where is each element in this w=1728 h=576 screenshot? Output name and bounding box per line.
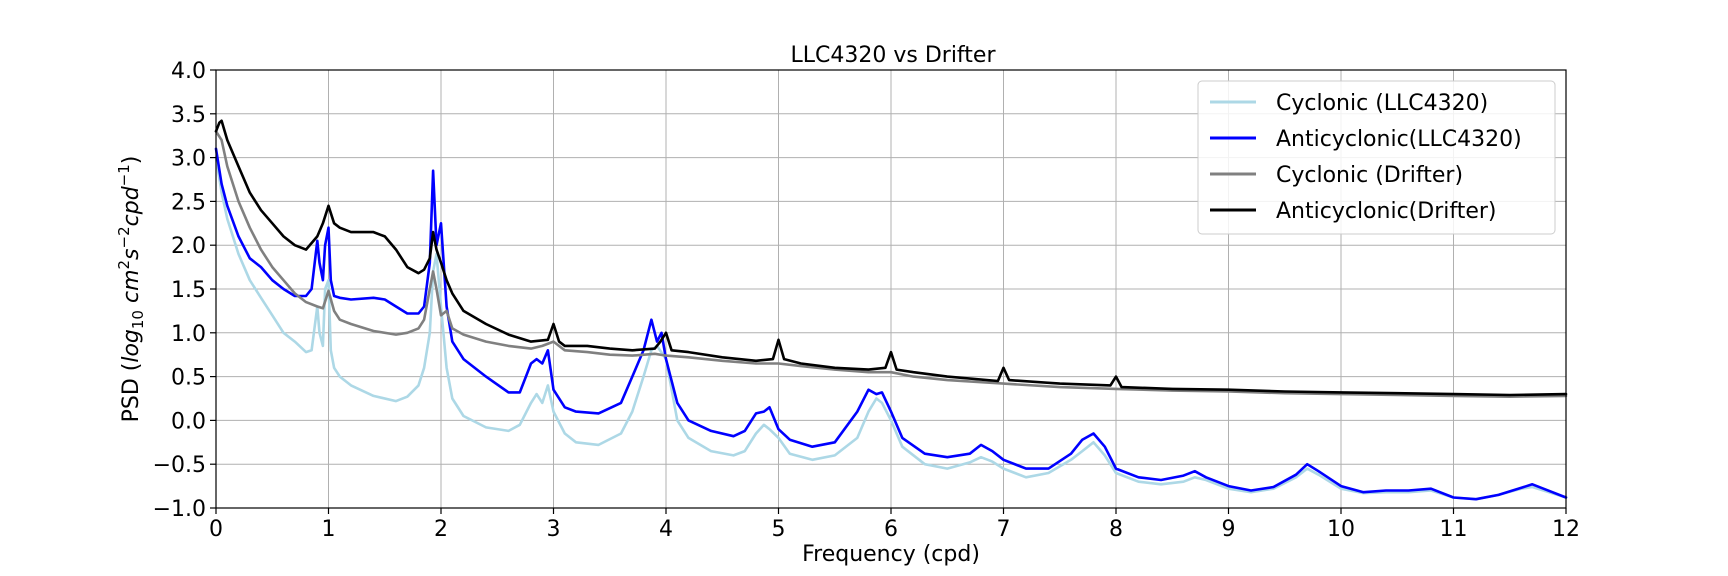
x-tick-label: 11 <box>1440 517 1468 542</box>
legend-label: Anticyclonic(Drifter) <box>1276 199 1497 224</box>
x-axis-label: Frequency (cpd) <box>802 542 980 567</box>
x-tick-label: 6 <box>884 517 898 542</box>
legend: Cyclonic (LLC4320) Anticyclonic(LLC4320) C… <box>1197 80 1556 235</box>
x-tick-label: 5 <box>772 517 786 542</box>
x-tick-label: 7 <box>997 517 1011 542</box>
series-line-0 <box>214 156 1568 501</box>
x-tick-label: 1 <box>322 517 336 542</box>
y-tick-label: −0.5 <box>153 453 206 478</box>
x-tick-label: 10 <box>1327 517 1355 542</box>
y-tick-label: 3.5 <box>171 103 206 128</box>
series-line-3 <box>214 119 1568 397</box>
y-tick-label: 3.0 <box>171 147 206 172</box>
series-line-2 <box>214 130 1568 398</box>
legend-label: Cyclonic (LLC4320) <box>1276 91 1488 116</box>
x-axis-ticks: 0 1 2 3 4 5 6 7 8 9 10 11 12 <box>209 508 1580 542</box>
y-tick-label: 4.0 <box>171 59 206 84</box>
y-axis-ticks: −1.0 −0.5 0.0 0.5 1.0 1.5 2.0 2.5 3.0 3.5 4.0 <box>153 59 216 522</box>
x-tick-label: 9 <box>1222 517 1236 542</box>
y-tick-label: 0.0 <box>171 409 206 434</box>
legend-label: Anticyclonic(LLC4320) <box>1276 127 1522 152</box>
y-tick-label: 2.5 <box>171 190 206 215</box>
series-line-1 <box>214 147 1568 501</box>
x-tick-label: 4 <box>659 517 673 542</box>
x-tick-label: 12 <box>1552 517 1580 542</box>
x-tick-label: 2 <box>434 517 448 542</box>
chart-title: LLC4320 vs Drifter <box>791 43 997 68</box>
y-axis-label: PSD (log10 cm2s−2cpd−1) <box>115 156 147 423</box>
x-tick-label: 8 <box>1109 517 1123 542</box>
y-tick-label: −1.0 <box>153 497 206 522</box>
series-layer <box>214 119 1568 501</box>
y-tick-label: 0.5 <box>171 366 206 391</box>
x-tick-label: 0 <box>209 517 223 542</box>
y-tick-label: 2.0 <box>171 234 206 259</box>
legend-box <box>1197 80 1556 235</box>
y-tick-label: 1.0 <box>171 322 206 347</box>
legend-label: Cyclonic (Drifter) <box>1276 163 1463 188</box>
y-tick-label: 1.5 <box>171 278 206 303</box>
x-tick-label: 3 <box>547 517 561 542</box>
